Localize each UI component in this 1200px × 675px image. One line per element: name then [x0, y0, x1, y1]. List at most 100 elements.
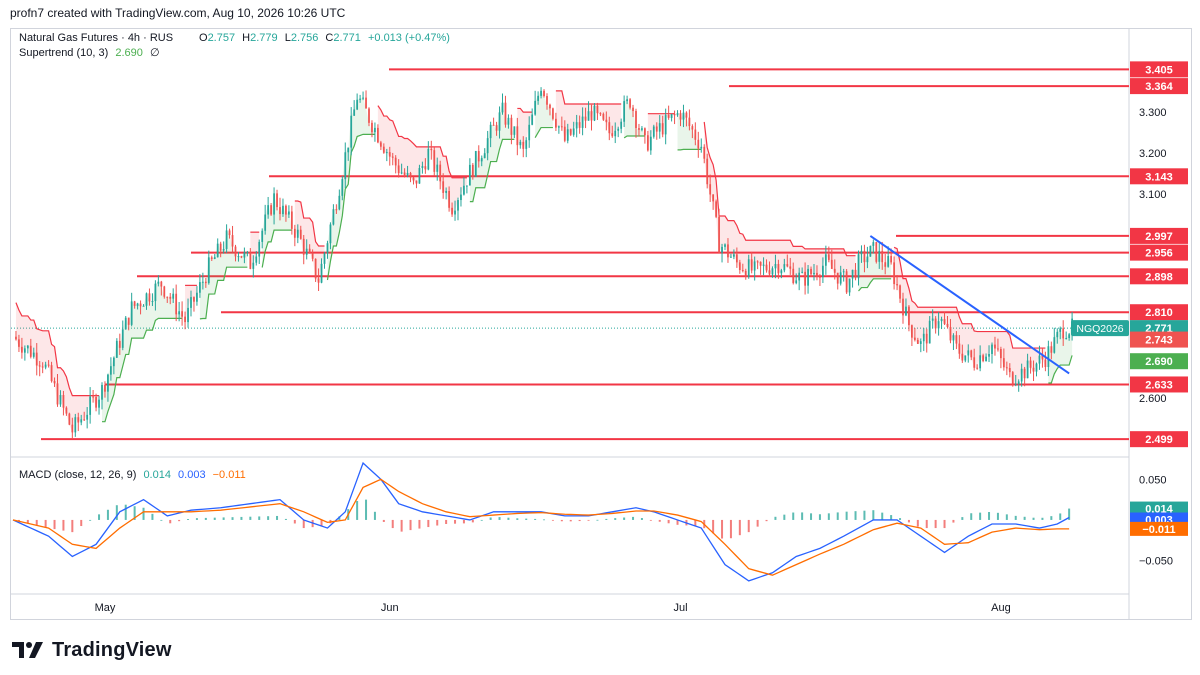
candle-body	[572, 128, 575, 135]
level-badge	[1130, 244, 1188, 261]
supertrend-fill	[535, 90, 553, 138]
candle-body	[946, 323, 949, 328]
candle-body	[332, 209, 335, 225]
candle-body	[222, 248, 225, 251]
candle-body	[246, 252, 249, 254]
candle-body	[866, 256, 869, 263]
candle-body	[62, 394, 65, 408]
macd-histogram-bar	[632, 516, 635, 520]
candle-body	[225, 230, 228, 249]
candle-body	[1047, 346, 1050, 368]
candle-body	[765, 264, 768, 271]
macd-histogram-bar	[587, 519, 590, 521]
tradingview-logo-icon	[12, 642, 43, 658]
candle-body	[667, 115, 670, 118]
candle-body	[38, 365, 41, 367]
level-badge	[1130, 268, 1188, 285]
candle-body	[783, 264, 786, 271]
macd-histogram-bar	[17, 519, 20, 522]
candle-body	[273, 193, 275, 215]
candle-body	[744, 270, 747, 277]
candle-body	[1000, 349, 1002, 359]
candle-body	[724, 244, 726, 247]
candle-body	[377, 127, 379, 143]
macd-histogram-bar	[1014, 515, 1017, 520]
macd-histogram-bar	[560, 519, 563, 522]
candle-body	[213, 257, 216, 259]
candle-body	[830, 259, 833, 269]
macd-histogram-bar	[614, 518, 617, 520]
candle-body	[961, 353, 964, 361]
candle-body	[276, 193, 278, 208]
candle-body	[133, 301, 136, 306]
candle-body	[415, 180, 418, 184]
candle-body	[712, 194, 715, 202]
tradingview-logo[interactable]: TradingView	[12, 638, 172, 662]
level-badge	[1130, 168, 1188, 185]
candle-body	[480, 158, 483, 162]
macd-histogram-bar	[934, 519, 937, 529]
descending-trendline	[869, 235, 1070, 375]
macd-line-value: 0.003	[178, 469, 206, 481]
candle-body	[35, 352, 38, 366]
candle-body	[98, 399, 100, 408]
macd-histogram-bar	[810, 513, 813, 520]
chart-svg[interactable]: Natural Gas Futures · 4h · RUS O2.757 H2…	[11, 29, 1191, 619]
candle-body	[255, 256, 258, 263]
candle-body	[1026, 360, 1029, 379]
macd-histogram-bar	[267, 516, 270, 520]
candle-body	[344, 152, 347, 180]
price-badge	[1130, 353, 1188, 370]
candle-body	[460, 194, 462, 201]
legend-symbol: Natural Gas Futures · 4h · RUS	[19, 32, 173, 44]
candle-body	[249, 252, 252, 269]
macd-histogram-bar	[792, 512, 795, 520]
candle-body	[644, 128, 646, 136]
candle-body	[807, 268, 809, 286]
macd-histogram-bar	[996, 512, 999, 520]
candle-body	[451, 207, 453, 215]
candle-body	[890, 256, 893, 263]
candle-body	[157, 281, 160, 284]
macd-axis-tick: −0.050	[1139, 556, 1173, 568]
candle-body	[474, 151, 477, 177]
macd-histogram-bar	[623, 517, 626, 520]
candle-body	[937, 321, 940, 329]
candle-body	[1050, 346, 1053, 353]
macd-histogram-bar	[756, 519, 759, 527]
supertrend-fill	[894, 247, 1046, 385]
candle-body	[816, 272, 818, 277]
macd-histogram-bar	[276, 515, 279, 520]
candle-body	[563, 126, 566, 141]
trendline[interactable]	[869, 235, 1070, 375]
time-axis-tick: May	[95, 602, 116, 614]
candle-body	[602, 113, 605, 120]
candle-body	[685, 112, 688, 118]
candle-body	[682, 112, 685, 120]
candle-body	[768, 270, 771, 275]
candle-body	[824, 254, 827, 266]
candle-body	[190, 297, 192, 308]
macd-histogram-bar	[115, 505, 118, 520]
legend-l-label: L	[285, 32, 291, 44]
candle-body	[679, 113, 682, 120]
candle-body	[943, 319, 946, 324]
supertrend-fill	[517, 108, 533, 149]
price-badge	[1130, 331, 1188, 348]
candle-body	[833, 268, 836, 273]
candle-body	[1014, 383, 1017, 385]
candle-body	[489, 124, 492, 139]
candle-body	[884, 262, 887, 267]
candle-body	[115, 340, 118, 358]
macd-histogram-bar	[454, 519, 457, 524]
candle-body	[994, 344, 996, 349]
candle-body	[908, 306, 910, 326]
candle-body	[658, 123, 661, 132]
candle-body	[199, 282, 201, 293]
candle-body	[216, 243, 219, 258]
supertrend-line	[261, 229, 292, 268]
candle-body	[697, 139, 700, 149]
supertrend-fill	[262, 193, 292, 268]
level-badge-label: 3.405	[1145, 64, 1173, 76]
chart-credit: profn7 created with TradingView.com, Aug…	[10, 6, 346, 20]
